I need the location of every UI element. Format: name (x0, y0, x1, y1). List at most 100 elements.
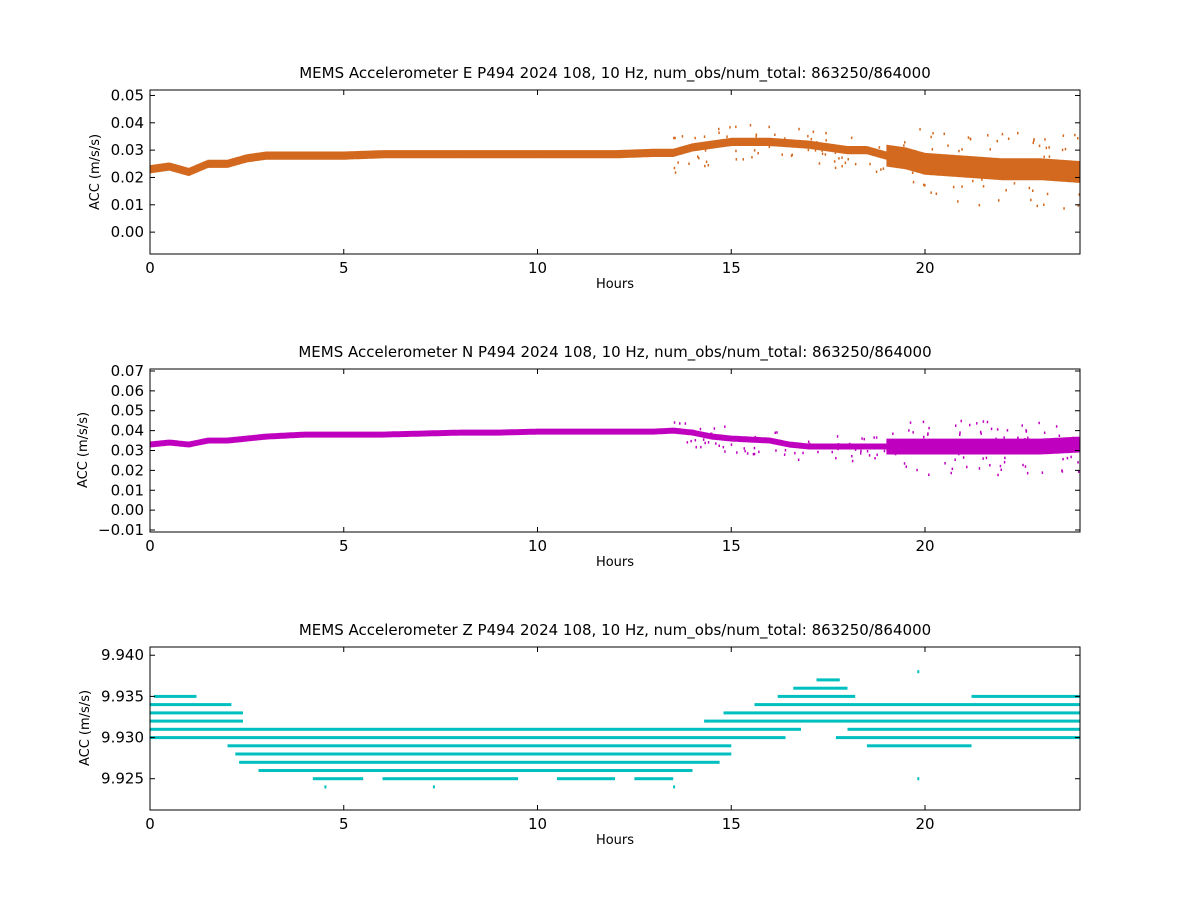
outlier-point (951, 467, 954, 471)
outlier-point (860, 452, 862, 455)
outlier-point (715, 442, 717, 445)
outlier-point (1055, 425, 1058, 428)
outlier-point (751, 156, 753, 159)
outlier-point (1034, 164, 1036, 168)
outlier-point (1070, 455, 1072, 459)
data-point (186, 442, 191, 447)
outlier-point (998, 199, 1000, 202)
outlier-point (936, 450, 938, 453)
outlier-point (931, 163, 933, 166)
outlier-point (972, 179, 974, 183)
outlier-point (920, 442, 922, 445)
outlier-point (774, 133, 776, 136)
outlier-point (694, 439, 697, 442)
outlier-point (821, 152, 824, 155)
x-tick-label: 5 (339, 815, 349, 833)
outlier-point (924, 184, 926, 187)
data-point (961, 164, 966, 169)
data-point (651, 150, 656, 156)
outlier-point (966, 465, 968, 469)
outlier-point (707, 164, 710, 167)
data-point (729, 436, 734, 441)
data-point (709, 142, 715, 147)
data-points-vertical (150, 670, 1080, 789)
outlier-point (1077, 177, 1079, 181)
outlier-point (694, 136, 696, 140)
outlier-point (755, 133, 758, 136)
outlier-point (851, 454, 853, 458)
outlier-point (1048, 146, 1050, 149)
outlier-point (880, 168, 882, 171)
outlier-point (674, 136, 676, 140)
outlier-point (851, 459, 854, 463)
outlier-point (1061, 442, 1064, 446)
level-segment (382, 777, 519, 781)
x-tick-label: 5 (339, 259, 349, 277)
outlier-point (989, 464, 991, 467)
y-tick-label: 9.940 (101, 646, 144, 664)
outlier-point (873, 436, 875, 439)
outlier-point (1043, 155, 1045, 159)
outlier-point (1003, 461, 1006, 464)
data-point (205, 161, 211, 166)
data-point (903, 156, 908, 161)
data-point (961, 444, 966, 449)
outlier-point (718, 444, 720, 447)
outlier-point (697, 155, 699, 158)
x-tick-label: 15 (722, 259, 741, 277)
level-segment (866, 744, 972, 748)
outlier-point (1074, 133, 1076, 137)
plot-frame-vertical (149, 646, 1081, 811)
outlier-point (784, 449, 787, 452)
outlier-point (1077, 461, 1079, 464)
data-point (651, 429, 656, 434)
outlier-point (757, 438, 759, 441)
outlier-point (749, 124, 752, 127)
outlier-point (969, 423, 971, 427)
data-point (244, 156, 250, 161)
outlier-point (961, 148, 963, 151)
outlier-point (721, 143, 723, 147)
outlier-point (698, 156, 700, 160)
outlier-point (776, 431, 778, 434)
outlier-point (704, 441, 706, 445)
x-axis-label-north: Hours (596, 555, 634, 570)
outlier-point (801, 443, 804, 446)
outlier-point (1027, 436, 1029, 440)
data-point (496, 430, 501, 435)
outlier-point (905, 465, 907, 468)
outlier-point (969, 137, 972, 140)
outlier-point (1041, 471, 1044, 474)
outlier-point (754, 435, 757, 439)
outlier-point (1062, 457, 1064, 461)
data-point (1039, 167, 1044, 172)
outlier-point (1028, 186, 1031, 190)
level-segment (239, 760, 720, 764)
outlier-point (868, 454, 871, 457)
data-point (264, 153, 269, 158)
outlier-point (996, 139, 998, 143)
outlier-point (967, 136, 970, 139)
data-point (535, 429, 540, 434)
outlier-point (1006, 429, 1009, 432)
data-point (380, 152, 385, 157)
outlier-point (758, 450, 760, 454)
outlier-point (923, 435, 925, 439)
chart-title-vertical: MEMS Accelerometer Z P494 2024 108, 10 H… (299, 621, 931, 640)
outlier-point (700, 445, 702, 449)
outlier-point (927, 432, 929, 435)
outlier-point (768, 145, 771, 149)
outlier-point (863, 437, 865, 441)
x-tick-label: 5 (339, 537, 349, 555)
outlier-point (797, 458, 800, 461)
data-point (1077, 442, 1080, 447)
outlier-point (705, 160, 708, 163)
outlier-point (841, 156, 843, 159)
x-tick-label: 10 (528, 537, 547, 555)
outlier-point (1005, 189, 1007, 192)
outlier-point (999, 464, 1002, 468)
outlier-point (1033, 139, 1035, 142)
outlier-point (974, 168, 977, 171)
outlier-point (989, 148, 991, 151)
outlier-point (1038, 421, 1040, 425)
